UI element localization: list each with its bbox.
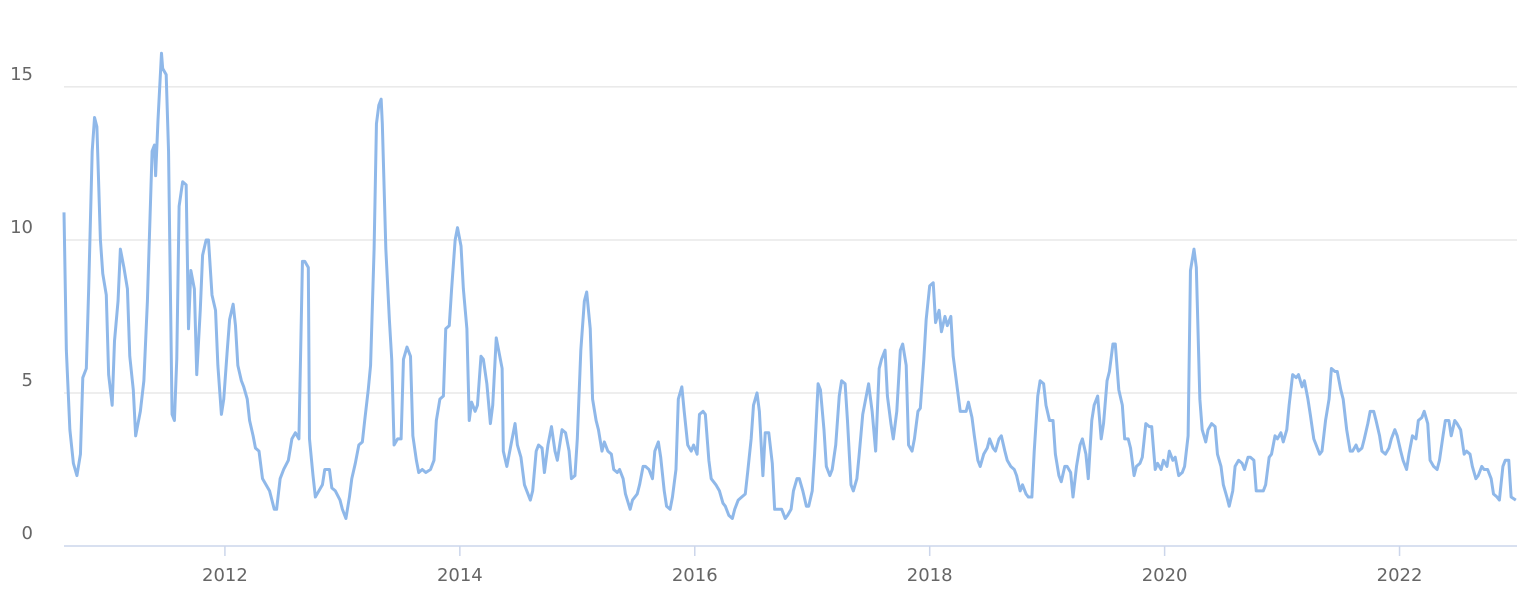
x-tick-label: 2012 [202, 565, 248, 586]
x-tick-label: 2020 [1142, 565, 1188, 586]
x-tick-label: 2018 [907, 565, 953, 586]
x-tick-label: 2014 [437, 565, 483, 586]
y-tick-label: 0 [22, 523, 33, 544]
y-tick-label: 15 [10, 64, 33, 85]
x-tick-label: 2016 [672, 565, 718, 586]
y-tick-label: 10 [10, 217, 33, 238]
x-tick-label: 2022 [1377, 565, 1423, 586]
data-line [62, 51, 1517, 520]
y-tick-label: 5 [22, 370, 33, 391]
